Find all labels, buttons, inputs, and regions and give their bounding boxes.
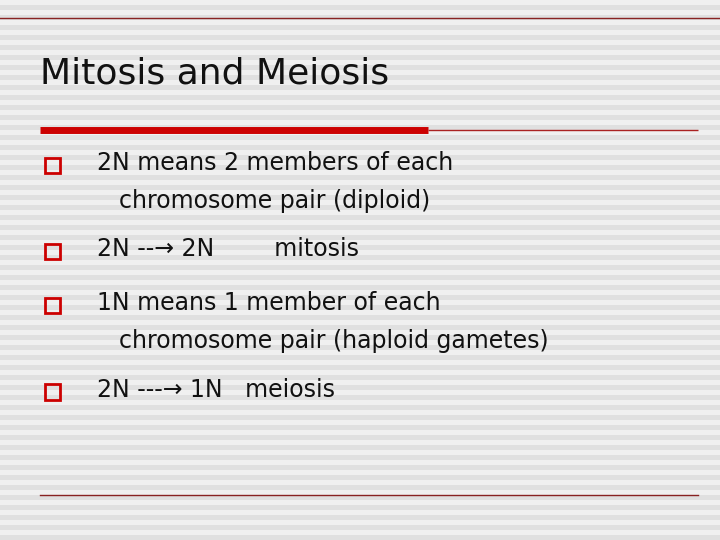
Bar: [0, 425, 720, 430]
Bar: [0, 385, 720, 390]
Bar: [45, 244, 60, 259]
Bar: [0, 395, 720, 400]
Bar: [0, 25, 720, 30]
Text: chromosome pair (diploid): chromosome pair (diploid): [119, 189, 430, 213]
Bar: [0, 465, 720, 470]
Bar: [0, 5, 720, 10]
Bar: [0, 135, 720, 140]
Bar: [0, 185, 720, 190]
Bar: [0, 415, 720, 420]
Text: chromosome pair (haploid gametes): chromosome pair (haploid gametes): [119, 329, 549, 353]
Text: 2N means 2 members of each: 2N means 2 members of each: [97, 151, 454, 175]
Bar: [0, 435, 720, 440]
Bar: [45, 384, 60, 400]
Bar: [0, 65, 720, 70]
Bar: [0, 265, 720, 270]
Bar: [0, 475, 720, 480]
Bar: [0, 195, 720, 200]
Bar: [0, 365, 720, 370]
Bar: [0, 495, 720, 500]
Bar: [0, 225, 720, 230]
Bar: [0, 145, 720, 150]
Bar: [0, 175, 720, 180]
Bar: [0, 455, 720, 460]
Bar: [0, 275, 720, 280]
Bar: [0, 215, 720, 220]
Bar: [0, 205, 720, 210]
Text: 1N means 1 member of each: 1N means 1 member of each: [97, 292, 441, 315]
Bar: [0, 15, 720, 20]
Bar: [0, 305, 720, 310]
Bar: [0, 115, 720, 120]
Bar: [0, 105, 720, 110]
Bar: [45, 158, 60, 173]
Text: 2N ---→ 1N   meiosis: 2N ---→ 1N meiosis: [97, 378, 336, 402]
Bar: [0, 295, 720, 300]
Bar: [0, 85, 720, 90]
Bar: [0, 335, 720, 340]
Bar: [0, 255, 720, 260]
Text: 2N --→ 2N        mitosis: 2N --→ 2N mitosis: [97, 238, 359, 261]
Bar: [0, 345, 720, 350]
Bar: [0, 35, 720, 40]
Bar: [0, 375, 720, 380]
Bar: [0, 535, 720, 540]
Text: Mitosis and Meiosis: Mitosis and Meiosis: [40, 57, 389, 91]
Bar: [0, 45, 720, 50]
Bar: [0, 55, 720, 60]
Bar: [0, 315, 720, 320]
Bar: [0, 445, 720, 450]
Bar: [0, 75, 720, 80]
Bar: [0, 95, 720, 100]
Bar: [0, 485, 720, 490]
Bar: [0, 515, 720, 520]
Bar: [0, 235, 720, 240]
Bar: [0, 245, 720, 250]
Bar: [45, 298, 60, 313]
Bar: [0, 405, 720, 410]
Bar: [0, 355, 720, 360]
Bar: [0, 505, 720, 510]
Bar: [0, 165, 720, 170]
Bar: [0, 125, 720, 130]
Bar: [0, 285, 720, 290]
Bar: [0, 155, 720, 160]
Bar: [0, 525, 720, 530]
Bar: [0, 325, 720, 330]
